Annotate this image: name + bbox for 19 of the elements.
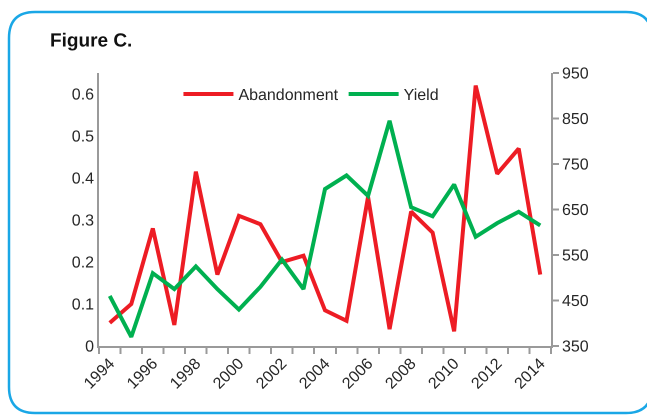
y2-tick-label: 950 (562, 66, 589, 83)
legend-label: Abandonment (238, 87, 339, 104)
y2-tick-label: 550 (562, 248, 589, 265)
y2-tick-label: 350 (562, 338, 589, 356)
y-tick-label: 0 (85, 338, 94, 356)
y-tick-label: 0.3 (72, 212, 94, 230)
y2-tick-label: 850 (562, 111, 589, 128)
y-tick-label: 0.2 (72, 254, 94, 272)
line-series (108, 118, 542, 339)
y2-tick-label: 650 (562, 202, 589, 220)
chart-title: Figure C. (50, 30, 132, 52)
y2-tick-label: 750 (562, 156, 589, 174)
legend-label: Yield (404, 87, 439, 104)
y-tick-label: 0.6 (72, 86, 94, 104)
y2-tick-label: 450 (562, 293, 589, 310)
y-tick-label: 0.5 (72, 128, 94, 146)
y-tick-label: 0.1 (72, 296, 94, 314)
y-tick-label: 0.4 (72, 170, 94, 188)
line-series (108, 84, 542, 334)
